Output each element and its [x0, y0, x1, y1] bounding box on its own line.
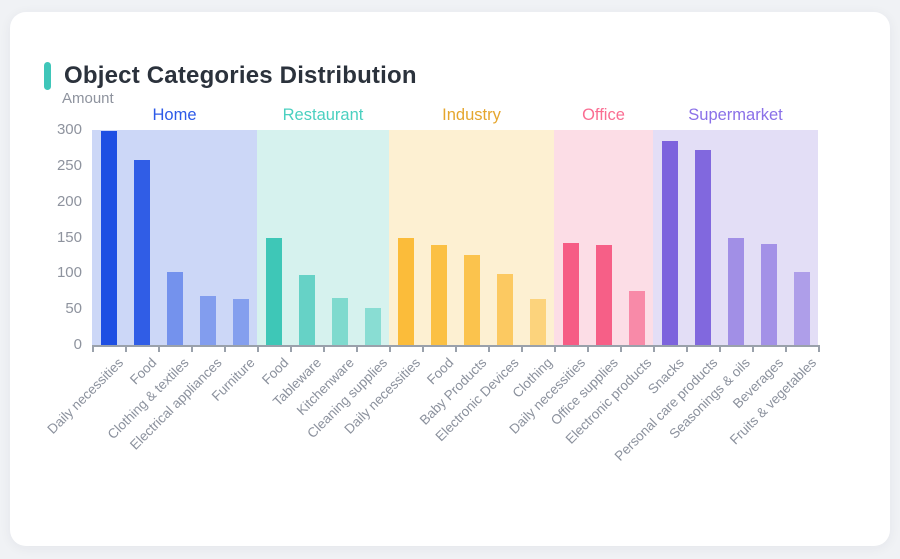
- bar-clothing-textiles[interactable]: [166, 271, 183, 345]
- x-axis-tick: [455, 345, 457, 352]
- bar-clothing[interactable]: [529, 299, 546, 345]
- bar-electrical-appliances[interactable]: [199, 295, 216, 346]
- group-label-industry: Industry: [442, 106, 501, 124]
- bar-furniture[interactable]: [232, 299, 249, 345]
- x-axis-tick: [92, 345, 94, 352]
- bar-personal-care-products[interactable]: [694, 150, 711, 345]
- y-tick-label: 0: [73, 336, 82, 353]
- y-tick-label: 250: [56, 156, 82, 174]
- x-axis-tick: [323, 345, 325, 352]
- group-label-restaurant: Restaurant: [282, 106, 364, 124]
- x-axis-tick: [224, 345, 226, 352]
- group-label-home: Home: [152, 106, 197, 124]
- bar-kitchenware[interactable]: [331, 298, 348, 345]
- y-tick-label: 50: [65, 300, 82, 318]
- bar-daily-necessities[interactable]: [562, 242, 579, 345]
- bar-chart: 0 50 100 150 200 250 300 Home Daily necessities F…: [10, 12, 890, 546]
- y-tick-label: 200: [56, 192, 82, 210]
- chart-card: Object Categories Distribution Amount 0 5…: [10, 12, 890, 546]
- y-tick-label: 300: [56, 121, 82, 138]
- x-axis-tick: [158, 345, 160, 352]
- x-axis-tick: [785, 345, 787, 352]
- x-axis-tick: [257, 345, 259, 352]
- bar-fruits-vegetables[interactable]: [793, 271, 810, 345]
- bar-electronic-devices[interactable]: [496, 274, 513, 346]
- x-axis-tick: [818, 345, 820, 352]
- x-axis-tick: [620, 345, 622, 352]
- bar-beverages[interactable]: [760, 243, 777, 345]
- x-axis-tick: [752, 345, 754, 352]
- bar-food[interactable]: [430, 245, 447, 345]
- bar-daily-necessities[interactable]: [397, 237, 414, 345]
- bar-snacks[interactable]: [661, 140, 678, 346]
- x-axis-tick: [488, 345, 490, 352]
- bar-food[interactable]: [265, 237, 282, 345]
- bar-seasonings-oils[interactable]: [727, 238, 744, 345]
- x-axis-tick: [290, 345, 292, 352]
- x-axis-tick: [719, 345, 721, 352]
- x-axis-tick: [191, 345, 193, 352]
- bar-electronic-products[interactable]: [628, 291, 645, 346]
- bar-food[interactable]: [133, 160, 150, 345]
- x-axis-tick: [554, 345, 556, 352]
- y-tick-label: 100: [56, 264, 82, 282]
- title-accent-bar: [44, 62, 51, 90]
- x-axis-tick: [389, 345, 391, 352]
- bar-tableware[interactable]: [298, 274, 315, 345]
- bar-cleaning-supplies[interactable]: [364, 308, 381, 345]
- bar-baby-products[interactable]: [463, 254, 480, 345]
- x-axis-tick: [653, 345, 655, 352]
- bar-office-supplies[interactable]: [595, 245, 612, 345]
- x-axis-tick: [125, 345, 127, 352]
- bar-daily-necessities[interactable]: [100, 131, 117, 345]
- x-axis-tick: [356, 345, 358, 352]
- card-header: Object Categories Distribution: [44, 62, 417, 90]
- x-axis-tick: [686, 345, 688, 352]
- group-label-supermarket: Supermarket: [688, 106, 783, 124]
- y-axis-title: Amount: [62, 90, 114, 107]
- y-tick-label: 150: [56, 228, 82, 246]
- x-axis-tick: [587, 345, 589, 352]
- x-axis-tick: [521, 345, 523, 352]
- group-label-office: Office: [582, 106, 625, 124]
- page-title: Object Categories Distribution: [64, 62, 417, 89]
- x-axis-tick: [422, 345, 424, 352]
